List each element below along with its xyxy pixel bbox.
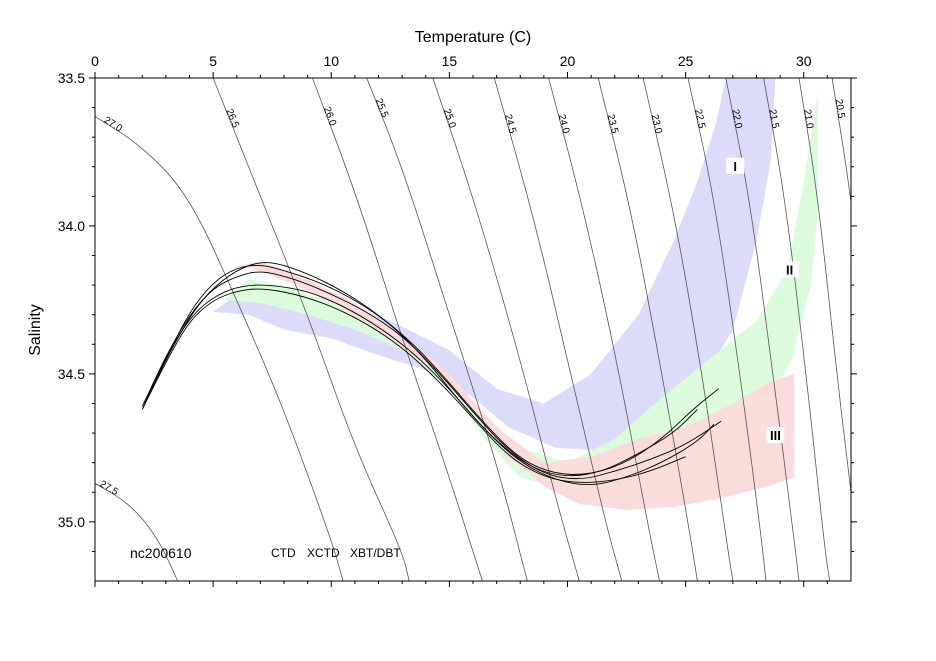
isopycnal-label-27.5: 27.5 [97,479,120,499]
isopycnal-label-27.0: 27.0 [102,115,125,135]
region-1-area [213,78,776,451]
x-axis-title: Temperature (C) [415,29,531,46]
y-tick-label: 35.0 [58,514,85,530]
isopycnal-label-23.5: 23.5 [605,113,620,135]
region-label-bg [726,157,745,174]
legend-item-xbt-dbt: XBT/DBT [350,546,401,560]
isopycnal-25.5 [366,78,528,581]
x-tick-label: 0 [91,53,99,69]
region-3-area [229,261,795,510]
ctd-profile-1 [141,264,698,477]
isopycnal-22.0 [725,78,800,581]
isopycnal-label-25.5: 25.5 [373,97,391,120]
legend-item-ctd: CTD [271,546,296,560]
isopycnal-label-20.5: 20.5 [833,98,847,119]
legend: CTD XCTD XBT/DBT [271,546,401,560]
isopycnal-label-21.0: 21.0 [801,109,815,130]
region-label-bg [780,261,799,278]
ctd-profiles [141,262,722,485]
x-tick-label: 5 [209,53,217,69]
isopycnal-label-23.0: 23.0 [649,113,664,135]
water-mass-regions [213,78,818,510]
isopycnal-label-24.0: 24.0 [556,113,572,135]
x-tick-label: 10 [323,53,339,69]
isopycnal-label-22.0: 22.0 [729,108,744,130]
isopycnal-27.5 [95,483,179,581]
y-tick-label: 33.5 [58,70,85,86]
isopycnal-21.5 [763,78,831,581]
region-label-bg [766,427,785,444]
isopycnal-26.5 [212,78,410,581]
isopycnal-23.5 [597,78,698,581]
x-tick-label: 15 [442,53,458,69]
y-axis-title: Salinity [27,304,44,356]
isopycnal-label-22.5: 22.5 [692,108,707,130]
region-label-1: I [733,159,737,174]
isopycnal-26.0 [312,78,483,581]
isopycnal-label-26.0: 26.0 [321,105,338,128]
station-annotation: nc200610 [130,545,192,561]
region-label-2: II [786,262,793,277]
ctd-profile-3 [144,284,715,485]
ctd-profile-4 [141,288,686,483]
isopycnal-label-21.5: 21.5 [766,108,780,130]
x-tick-label: 25 [678,53,694,69]
isopycnal-22.5 [687,78,767,581]
region-label-3: III [770,428,781,443]
isopycnal-20.5 [831,78,851,203]
isopycnal-24.5 [493,78,623,581]
x-tick-label: 30 [796,53,812,69]
y-tick-label: 34.5 [58,366,85,382]
x-tick-label: 20 [560,53,576,69]
isopycnal-label-25.0: 25.0 [441,108,458,130]
isopycnal-27.0 [95,116,344,581]
isopycnal-21.0 [798,78,851,493]
isopycnal-23.0 [642,78,734,581]
isopycnal-label-24.5: 24.5 [502,113,518,135]
isopycnal-24.0 [548,78,660,581]
isopycnal-25.0 [432,78,580,581]
legend-item-xctd: XCTD [307,546,340,560]
isopycnal-label-26.5: 26.5 [223,107,241,130]
y-tick-label: 34.0 [58,218,85,234]
ctd-profile-5 [144,262,719,475]
axes: 0 5 10 15 20 25 30 33.5 34.0 34.5 35.0 [58,53,857,587]
